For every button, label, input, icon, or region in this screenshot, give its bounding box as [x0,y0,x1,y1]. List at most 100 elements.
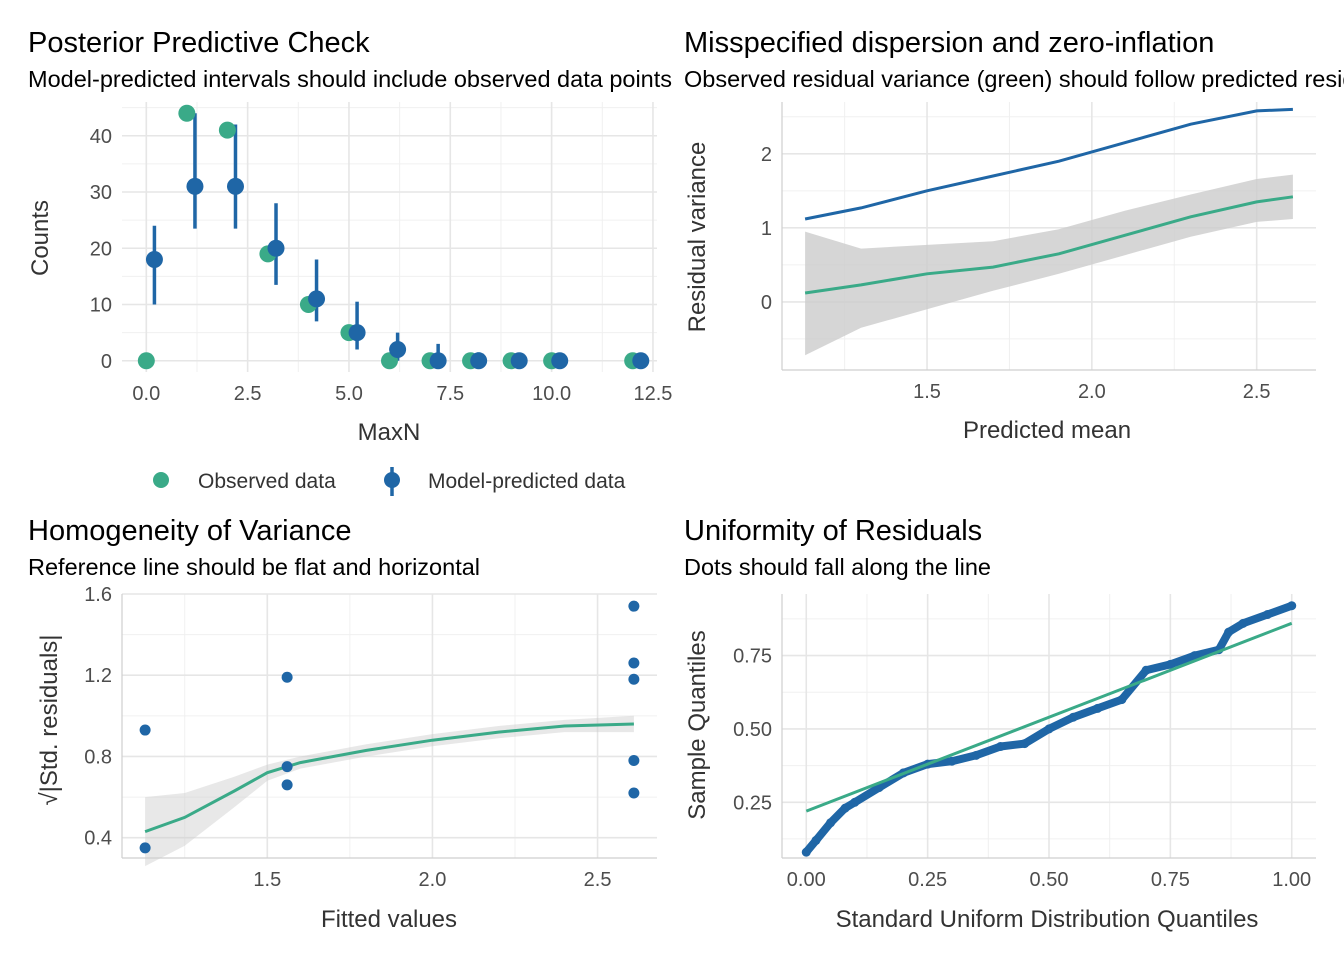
panel4-xtick-label: 0.25 [908,869,947,891]
legend-observed-marker [153,472,169,488]
qq-point [1044,724,1054,734]
panel4-xlabel: Standard Uniform Distribution Quantiles [836,906,1259,933]
panel4-grid: 0.00 0.25 0.50 0.75 1.00 0.25 0.50 0.75 [733,594,1316,891]
predicted-point [267,239,285,257]
predicted-point [510,352,528,370]
legend-predicted-label: Model-predicted data [428,470,626,493]
panel1-ytick-label: 0 [101,351,112,373]
panel3-xlabel: Fitted values [321,906,457,933]
predicted-point [348,324,366,342]
qq-point [1093,703,1103,713]
panel1-xtick-label: 12.5 [633,383,672,405]
qq-point [1117,695,1127,705]
panel3-title: Homogeneity of Variance [28,515,351,547]
panel1-xtick-label: 10.0 [532,383,571,405]
panel3-ytick-label: 1.6 [84,584,112,606]
residual-point [628,755,640,767]
predicted-point [470,352,488,370]
panel1-subtitle: Model-predicted intervals should include… [28,66,672,92]
residual-point [628,673,640,685]
panel4-subtitle: Dots should fall along the line [684,554,991,580]
predicted-point [429,352,447,370]
qq-point [995,742,1005,752]
qq-point [1287,601,1297,611]
qq-point [840,803,850,813]
panel4-title: Uniformity of Residuals [684,515,982,547]
observed-point [178,104,196,122]
legend-predicted-marker [384,472,400,488]
panel1-grid: 0.0 2.5 5.0 7.5 10.0 12.5 0 10 20 30 40 [90,102,672,405]
observed-point [137,352,155,370]
legend-observed-label: Observed data [198,470,336,493]
residual-point [139,724,151,736]
panel4-xtick-label: 0.75 [1151,869,1190,891]
panel2-xtick-label: 2.0 [1078,381,1106,403]
panel1-ylabel: Counts [27,200,54,276]
qq-point [801,847,811,857]
panel2-xtick-label: 1.5 [913,381,941,403]
panel1-ytick-label: 20 [90,238,112,260]
panel2-ytick-label: 0 [761,292,772,314]
observed-variance-ci-band [805,174,1293,356]
qq-reference-line [805,621,1293,813]
panel2-xtick-label: 2.5 [1243,381,1271,403]
predicted-variance-line [804,107,1293,221]
predicted-point [145,251,163,268]
qq-point [1165,659,1175,669]
qq-point [971,750,981,760]
qq-point [1190,651,1200,661]
panel3-ytick-label: 1.2 [84,665,112,687]
panel4-ytick-label: 0.25 [733,792,772,814]
panel2-ylabel: Residual variance [684,142,711,333]
observed-variance-line [804,195,1294,295]
panel1-xlabel: MaxN [358,419,421,446]
panel1-title: Posterior Predictive Check [28,27,370,59]
panel4-xtick-label: 0.50 [1030,869,1069,891]
panel1-ytick-label: 30 [90,182,112,204]
residual-point [281,671,293,683]
qq-point [826,818,836,828]
residual-point [281,779,293,791]
qq-point [1068,712,1078,722]
predicted-point [632,352,650,370]
residual-point [139,842,151,854]
residual-point [628,657,640,669]
qq-point [1224,627,1234,637]
qq-point [850,797,860,807]
panel3-xtick-label: 2.0 [419,869,447,891]
panel3-xtick-label: 1.5 [253,869,281,891]
predicted-point [389,341,407,358]
panel3-xtick-label: 2.5 [584,869,612,891]
panel3-ylabel: √|Std. residuals| [36,634,63,805]
residual-point [628,600,640,612]
panel3-ytick-label: 0.4 [84,828,112,850]
panel2-ytick-label: 1 [761,218,772,240]
panel4-xtick-label: 1.00 [1272,869,1311,891]
qq-point [947,756,957,766]
panel4-ylabel: Sample Quantiles [684,630,711,819]
smooth-ci-band [145,715,634,867]
predicted-point [186,177,204,195]
panel1-xtick-label: 2.5 [234,383,262,405]
panel1-xtick-label: 5.0 [335,383,363,405]
observed-point [218,121,236,139]
residual-point [628,787,640,799]
panel1-ytick-label: 40 [90,126,112,148]
panel4-ytick-label: 0.75 [733,646,772,668]
qq-point [1141,665,1151,675]
residual-point [281,761,293,773]
panel1-ytick-label: 10 [90,295,112,317]
panel1-xtick-label: 7.5 [436,383,464,405]
panel2-xlabel: Predicted mean [963,417,1131,444]
qq-point [811,835,821,845]
predicted-point [308,290,326,308]
smooth-reference-line [144,722,634,834]
panel1-xtick-label: 0.0 [132,383,160,405]
qq-point [1262,610,1272,620]
panel3-grid: 1.5 2.0 2.5 0.4 0.8 1.2 1.6 [84,584,657,891]
panel3-ytick-label: 0.8 [84,746,112,768]
panel2-ytick-label: 2 [761,144,772,166]
panel3-subtitle: Reference line should be flat and horizo… [28,554,480,580]
